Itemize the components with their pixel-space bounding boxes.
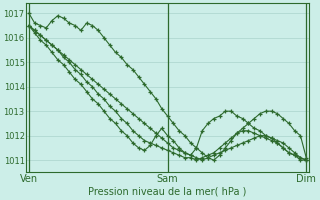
X-axis label: Pression niveau de la mer( hPa ): Pression niveau de la mer( hPa )	[88, 187, 247, 197]
